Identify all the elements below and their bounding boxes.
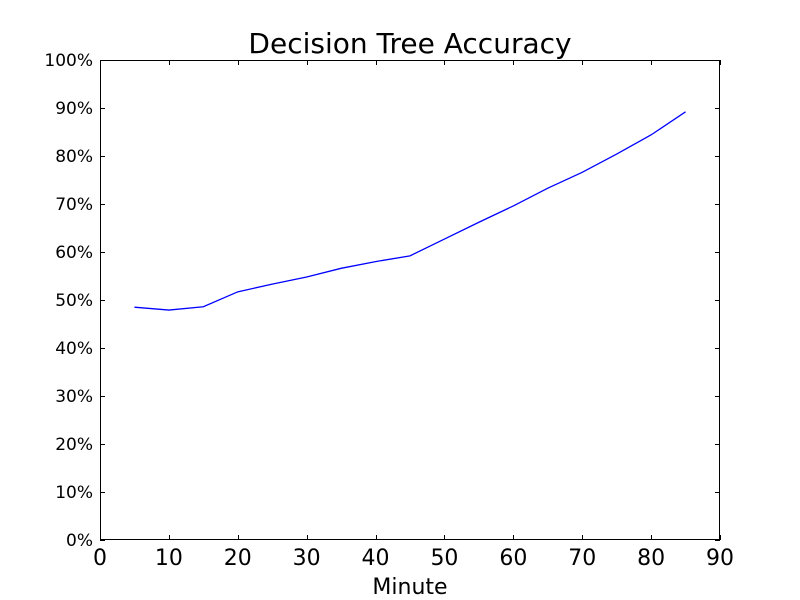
plot-area <box>100 60 720 540</box>
x-tick-label: 80 <box>637 546 665 571</box>
y-tick-label: 50% <box>55 291 93 311</box>
x-axis: 0 10 20 30 40 50 60 70 80 90 <box>93 60 734 571</box>
y-tick-label: 40% <box>55 339 93 359</box>
y-tick-label: 0% <box>66 531 93 551</box>
x-tick-label: 0 <box>93 546 107 571</box>
y-tick-label: 20% <box>55 435 93 455</box>
chart-title: Decision Tree Accuracy <box>248 27 571 60</box>
x-tick-label: 50 <box>430 546 458 571</box>
y-tick-label: 60% <box>55 243 93 263</box>
y-tick-label: 80% <box>55 147 93 167</box>
x-tick-label: 10 <box>155 546 183 571</box>
y-tick-label: 70% <box>55 195 93 215</box>
y-tick-label: 30% <box>55 387 93 407</box>
x-tick-label: 30 <box>293 546 321 571</box>
y-tick-label: 10% <box>55 483 93 503</box>
x-tick-label: 90 <box>706 546 734 571</box>
series-layer <box>134 111 686 311</box>
x-axis-label: Minute <box>372 575 447 600</box>
series-line <box>134 111 686 311</box>
x-tick-label: 60 <box>499 546 527 571</box>
axes-frame <box>100 60 720 540</box>
x-tick-label: 20 <box>224 546 252 571</box>
x-tick-label: 40 <box>362 546 390 571</box>
x-tick-label: 70 <box>568 546 596 571</box>
y-axis: 0% 10% 20% 30% 40% 50% 60% 70% 80% 90% 100% <box>44 51 720 551</box>
y-tick-label: 100% <box>44 51 93 71</box>
y-tick-label: 90% <box>55 99 93 119</box>
